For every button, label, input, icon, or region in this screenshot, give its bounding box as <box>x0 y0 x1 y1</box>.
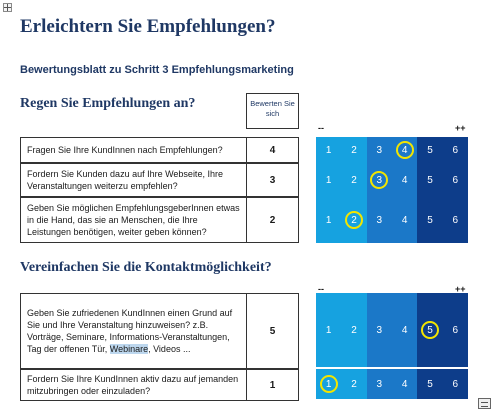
rating-value: 1 <box>269 379 276 391</box>
move-handle-icon[interactable] <box>3 3 12 12</box>
section-heading-kontakt: Vereinfachen Sie die Kontaktmöglichkeit? <box>20 260 272 275</box>
rating-scale: 1 2 3 4 5 6 <box>316 293 468 367</box>
scale-cell[interactable]: 4 <box>391 369 418 399</box>
question-text: Fragen Sie Ihre KundInnen nach Empfehlun… <box>21 138 247 162</box>
scale-cell[interactable]: 1 <box>316 137 342 163</box>
rating-scale: 1 2 3 4 5 6 <box>316 369 468 399</box>
question-row: Fordern Sie Kunden dazu auf Ihre Webseit… <box>20 163 299 197</box>
selected-ring-icon <box>395 141 414 159</box>
question-row: Fragen Sie Ihre KundInnen nach Empfehlun… <box>20 137 299 163</box>
scale-high-label: ++ <box>455 123 466 133</box>
scale-cell[interactable]: 3 <box>366 163 392 197</box>
scale-cell[interactable]: 6 <box>442 369 468 399</box>
scale-cell[interactable]: 3 <box>366 197 392 243</box>
scale-cell[interactable]: 1 <box>316 293 342 367</box>
question-text: Geben Sie zufriedenen KundInnen einen Gr… <box>21 294 247 368</box>
scale-low-label: -- <box>318 123 324 133</box>
scale-high-label: ++ <box>455 284 466 294</box>
question-text: Fordern Sie Kunden dazu auf Ihre Webseit… <box>21 164 247 196</box>
rating-scale: 1 2 3 4 5 6 <box>316 163 468 197</box>
rating-scale: 1 2 3 4 5 6 <box>316 197 468 243</box>
selected-ring-icon <box>370 171 389 189</box>
scale-cell[interactable]: 5 <box>417 163 443 197</box>
scale-cell[interactable]: 4 <box>391 137 418 163</box>
question-row: Geben Sie möglichen EmpfehlungsgeberInne… <box>20 197 299 243</box>
scale-cell[interactable]: 1 <box>316 163 342 197</box>
scale-cell[interactable]: 1 <box>316 369 342 399</box>
scale-cell[interactable]: 6 <box>442 197 468 243</box>
scale-cell[interactable]: 3 <box>366 369 392 399</box>
question-text: Geben Sie möglichen EmpfehlungsgeberInne… <box>21 198 247 242</box>
scale-cell[interactable]: 6 <box>442 163 468 197</box>
scale-cell[interactable]: 5 <box>417 293 443 367</box>
scale-cell[interactable]: 2 <box>341 137 367 163</box>
rating-value: 5 <box>269 325 276 337</box>
rating-column-header: Bewerten Sie sich <box>246 93 299 129</box>
question-row: Geben Sie zufriedenen KundInnen einen Gr… <box>20 293 299 369</box>
rating-value: 2 <box>269 214 276 226</box>
scale-low-label: -- <box>318 284 324 294</box>
highlighted-word: Webinare <box>109 344 149 355</box>
scale-cell[interactable]: 4 <box>391 163 418 197</box>
scale-cell[interactable]: 4 <box>391 197 418 243</box>
scale-cell[interactable]: 4 <box>391 293 418 367</box>
rating-value: 4 <box>269 144 276 156</box>
scale-cell[interactable]: 2 <box>341 369 367 399</box>
scale-cell[interactable]: 5 <box>417 197 443 243</box>
rating-scale: 1 2 3 4 5 6 <box>316 137 468 163</box>
scale-cell[interactable]: 3 <box>366 137 392 163</box>
page-title: Erleichtern Sie Empfehlungen? <box>20 16 276 37</box>
scale-cell[interactable]: 2 <box>341 163 367 197</box>
scale-cell[interactable]: 2 <box>341 197 367 243</box>
question-row: Fordern Sie Ihre KundInnen aktiv dazu au… <box>20 369 299 401</box>
selected-ring-icon <box>344 211 363 229</box>
scale-cell[interactable]: 6 <box>442 137 468 163</box>
selected-ring-icon <box>420 321 439 339</box>
scale-cell[interactable]: 5 <box>417 137 443 163</box>
scale-cell[interactable]: 6 <box>442 293 468 367</box>
section-heading-anregen: Regen Sie Empfehlungen an? <box>20 96 196 111</box>
rating-value: 3 <box>269 174 276 186</box>
paste-options-icon[interactable] <box>478 398 491 409</box>
scale-cell[interactable]: 3 <box>366 293 392 367</box>
page-subtitle: Bewertungsblatt zu Schritt 3 Empfehlungs… <box>20 64 294 76</box>
scale-cell[interactable]: 1 <box>316 197 342 243</box>
scale-cell[interactable]: 2 <box>341 293 367 367</box>
question-text: Fordern Sie Ihre KundInnen aktiv dazu au… <box>21 370 247 400</box>
selected-ring-icon <box>319 375 338 393</box>
scale-cell[interactable]: 5 <box>417 369 443 399</box>
